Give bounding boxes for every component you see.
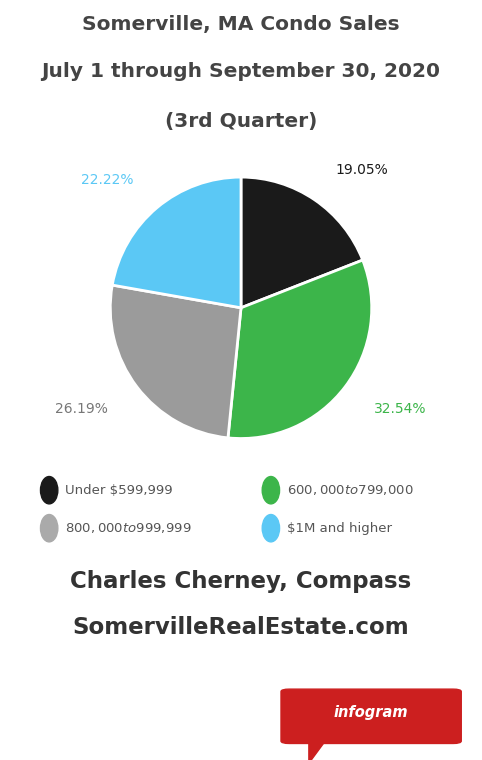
Wedge shape: [110, 285, 241, 438]
Wedge shape: [112, 177, 241, 308]
Text: Under $599,999: Under $599,999: [65, 483, 173, 497]
Text: (3rd Quarter): (3rd Quarter): [165, 112, 317, 131]
Text: infogram: infogram: [334, 705, 408, 720]
Text: $1M and higher: $1M and higher: [287, 521, 392, 535]
Text: 19.05%: 19.05%: [335, 163, 388, 176]
Wedge shape: [241, 177, 362, 308]
Text: SomervilleRealEstate.com: SomervilleRealEstate.com: [73, 616, 409, 638]
Text: $800,000 to $999,999: $800,000 to $999,999: [65, 521, 192, 535]
Text: 26.19%: 26.19%: [55, 402, 107, 416]
Text: Charles Cherney, Compass: Charles Cherney, Compass: [70, 570, 412, 593]
FancyBboxPatch shape: [281, 689, 461, 743]
Polygon shape: [309, 741, 325, 760]
Text: July 1 through September 30, 2020: July 1 through September 30, 2020: [41, 62, 441, 81]
Wedge shape: [228, 260, 372, 439]
Text: $600,000 to $799,000: $600,000 to $799,000: [287, 483, 414, 497]
Text: 22.22%: 22.22%: [81, 173, 134, 187]
Text: Somerville, MA Condo Sales: Somerville, MA Condo Sales: [82, 15, 400, 34]
Text: 32.54%: 32.54%: [375, 402, 427, 416]
